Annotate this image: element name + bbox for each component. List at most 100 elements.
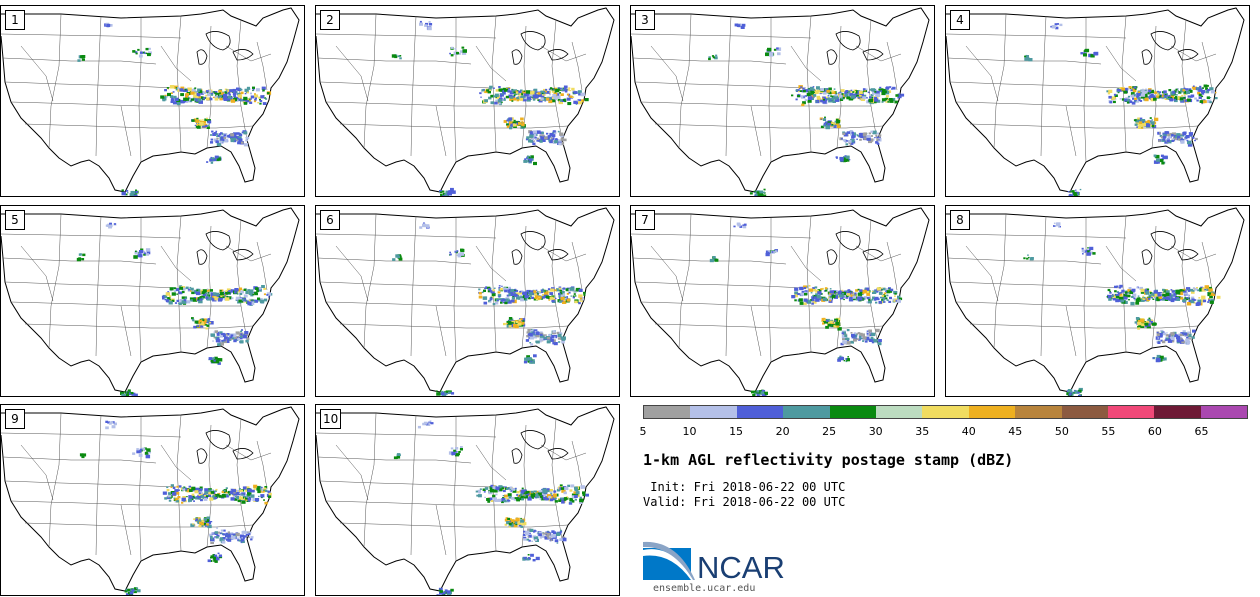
reflectivity-cell	[1210, 90, 1215, 94]
reflectivity-cell	[756, 393, 760, 396]
reflectivity-cell	[825, 121, 828, 124]
reflectivity-cell	[544, 536, 549, 540]
reflectivity-cell	[239, 336, 243, 340]
reflectivity-cell	[1152, 357, 1155, 359]
reflectivity-cell	[450, 447, 454, 450]
reflectivity-cell	[1132, 293, 1137, 297]
reflectivity-cell	[866, 97, 868, 99]
reflectivity-cell	[560, 296, 565, 301]
reflectivity-cell	[234, 291, 237, 294]
reflectivity-cell	[1126, 101, 1130, 104]
reflectivity-cell	[579, 501, 583, 504]
reflectivity-cell	[198, 492, 203, 496]
reflectivity-cell	[532, 497, 535, 499]
reflectivity-cell	[486, 498, 490, 501]
reflectivity-cell	[131, 392, 136, 396]
state-boundary	[2, 456, 157, 464]
reflectivity-cell	[566, 93, 570, 96]
reflectivity-cell	[893, 290, 898, 295]
reflectivity-cell	[557, 337, 561, 340]
reflectivity-cell	[564, 100, 567, 103]
reflectivity-cell	[213, 96, 215, 99]
reflectivity-cell	[550, 539, 553, 542]
reflectivity-cell	[174, 287, 177, 290]
reflectivity-cell	[513, 119, 516, 122]
reflectivity-cell	[1191, 290, 1195, 294]
reflectivity-cell	[536, 340, 540, 344]
reflectivity-cell	[214, 497, 218, 500]
reflectivity-cell	[205, 490, 208, 492]
reflectivity-cell	[192, 523, 194, 525]
reflectivity-cell	[552, 497, 556, 501]
reflectivity-cell	[214, 356, 218, 360]
reflectivity-cell	[526, 557, 529, 560]
reflectivity-cell	[109, 222, 112, 225]
reflectivity-cell	[835, 95, 840, 99]
reflectivity-cell	[1183, 91, 1188, 95]
reflectivity-cell	[192, 495, 195, 498]
reflectivity-cell	[522, 558, 526, 561]
reflectivity-cell	[530, 155, 534, 159]
reflectivity-cell	[1171, 140, 1174, 142]
state-boundary	[410, 414, 417, 556]
state-boundary	[236, 418, 248, 540]
reflectivity-cell	[232, 333, 237, 337]
reflectivity-cell	[487, 500, 491, 503]
map-canvas	[316, 406, 615, 595]
reflectivity-cell	[518, 524, 522, 527]
reflectivity-cell	[509, 126, 513, 130]
reflectivity-cell	[1108, 298, 1112, 301]
reflectivity-cell	[544, 532, 548, 535]
reflectivity-cell	[202, 321, 207, 326]
reflectivity-cell	[539, 292, 541, 294]
reflectivity-cell	[520, 318, 523, 321]
reflectivity-cell	[1169, 98, 1174, 102]
reflectivity-cell	[208, 90, 212, 93]
reflectivity-cell	[550, 98, 552, 100]
reflectivity-cell	[526, 335, 530, 338]
reflectivity-cell	[237, 499, 241, 503]
reflectivity-cell	[428, 21, 431, 23]
colorbar-tick-label: 35	[915, 425, 930, 438]
reflectivity-cell	[504, 298, 509, 302]
reflectivity-cell	[1170, 336, 1175, 341]
reflectivity-cell	[1151, 295, 1154, 298]
reflectivity-cell	[260, 494, 265, 498]
reflectivity-cell	[1029, 257, 1034, 261]
reflectivity-cell	[459, 448, 463, 451]
reflectivity-cell	[216, 534, 220, 538]
reflectivity-cell	[1142, 297, 1146, 300]
state-boundary	[120, 504, 132, 556]
reflectivity-cell	[241, 540, 245, 543]
reflectivity-cell	[1159, 159, 1164, 163]
reflectivity-cell	[542, 296, 544, 298]
reflectivity-cell	[124, 195, 129, 196]
reflectivity-cell	[1162, 332, 1167, 336]
member-label: 9	[5, 409, 25, 429]
reflectivity-cell	[530, 137, 534, 141]
reflectivity-cell	[444, 592, 447, 595]
reflectivity-cell	[578, 93, 582, 96]
reflectivity-cell	[797, 293, 800, 296]
reflectivity-cell	[193, 297, 197, 299]
reflectivity-cell	[1182, 334, 1185, 337]
reflectivity-cell	[254, 93, 256, 95]
reflectivity-cell	[250, 538, 253, 541]
reflectivity-cell	[847, 295, 851, 298]
reflectivity-cell	[831, 90, 836, 94]
state-boundary	[435, 504, 447, 556]
reflectivity-cell	[498, 86, 501, 88]
reflectivity-cell	[709, 258, 714, 263]
reflectivity-cell	[1187, 288, 1190, 290]
state-boundary	[319, 81, 492, 89]
reflectivity-cell	[850, 89, 853, 92]
reflectivity-cell	[568, 291, 571, 294]
reflectivity-cell	[1163, 133, 1167, 137]
reflectivity-cell	[1160, 293, 1163, 295]
reflectivity-cell	[181, 296, 185, 299]
reflectivity-cell	[1180, 140, 1185, 144]
reflectivity-cell	[212, 298, 217, 302]
state-boundary	[634, 81, 807, 89]
reflectivity-cell	[1136, 95, 1140, 99]
reflectivity-cell	[816, 289, 819, 292]
